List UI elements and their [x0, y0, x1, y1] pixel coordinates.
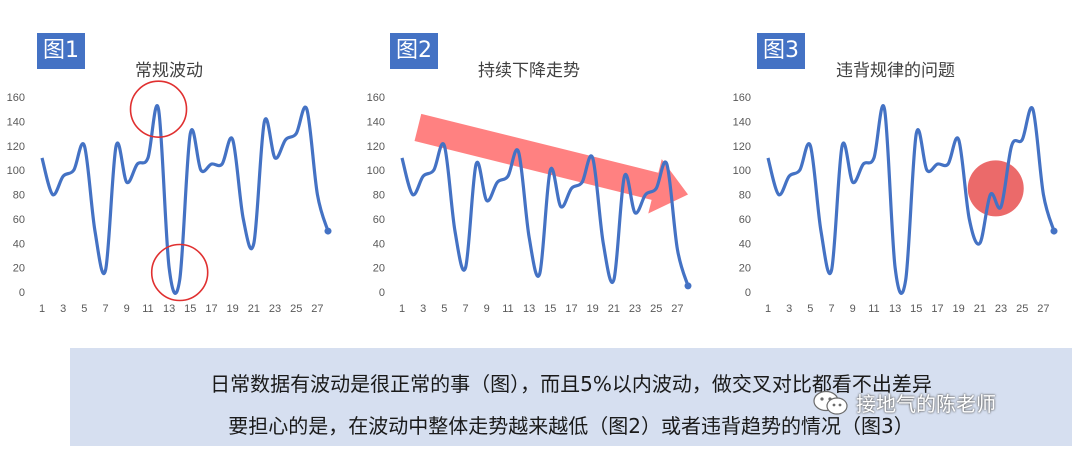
y-tick-label: 160: [7, 92, 25, 104]
x-tick-label: 27: [1037, 303, 1049, 315]
x-tick-label: 19: [953, 303, 965, 315]
chart-label: 图2: [390, 33, 438, 69]
x-tick-label: 9: [484, 303, 490, 315]
y-tick-label: 140: [7, 116, 25, 128]
y-tick-label: 140: [733, 116, 751, 128]
series-line: [40, 104, 330, 295]
x-tick-label: 9: [124, 303, 130, 315]
x-tick-label: 17: [931, 303, 943, 315]
x-tick-label: 25: [1016, 303, 1028, 315]
chart-panel-3: 图3 违背规律的问题 0 20 40 60 80 100 120 140 160 1 3 5 7 9 11 1…: [726, 0, 1078, 340]
x-tick-label: 3: [786, 303, 792, 315]
y-tick-label: 80: [13, 190, 25, 202]
x-tick-label: 17: [565, 303, 577, 315]
y-tick-label: 60: [739, 214, 751, 226]
x-tick-label: 13: [523, 303, 535, 315]
x-tick-label: 7: [462, 303, 468, 315]
chart-title: 常规波动: [135, 61, 203, 81]
y-tick-label: 100: [367, 165, 385, 177]
x-tick-label: 11: [502, 303, 513, 315]
highlight-circle: [967, 160, 1024, 217]
y-tick-label: 60: [373, 214, 385, 226]
data-point: [324, 227, 332, 235]
caption-box: 日常数据有波动是很正常的事（图），而且5%以内波动，做交叉对比都看不出差异 要担…: [70, 348, 1072, 446]
data-point: [1050, 227, 1058, 235]
x-tick-label: 7: [828, 303, 834, 315]
trend-arrow: [414, 113, 688, 214]
x-tick-label: 1: [399, 303, 405, 315]
chart-panel-1: 图1 常规波动 0 20 40 60 80 100 120 140 160 1 3 5 7 9 11 13 15…: [0, 0, 352, 340]
x-tick-label: 17: [205, 303, 217, 315]
y-tick-label: 120: [367, 141, 385, 153]
x-tick-label: 15: [910, 303, 922, 315]
x-tick-label: 27: [311, 303, 323, 315]
x-tick-label: 9: [850, 303, 856, 315]
caption-line-1: 日常数据有波动是很正常的事（图），而且5%以内波动，做交叉对比都看不出差异: [210, 372, 932, 396]
chart-panel-2: 图2 持续下降走势 0 20 40 60 80 100 120 140 160 1 3 5 7 9 11 13…: [360, 0, 712, 340]
chart-title: 持续下降走势: [478, 61, 580, 81]
y-tick-label: 20: [373, 263, 385, 275]
x-tick-label: 21: [608, 303, 620, 315]
x-tick-label: 25: [650, 303, 662, 315]
x-tick-label: 1: [39, 303, 45, 315]
x-tick-label: 27: [671, 303, 683, 315]
watermark: 接地气的陈老师: [812, 388, 996, 417]
x-tick-label: 13: [163, 303, 175, 315]
series-line: [400, 142, 690, 287]
y-tick-label: 100: [733, 165, 751, 177]
y-tick-label: 80: [739, 190, 751, 202]
y-tick-label: 140: [367, 116, 385, 128]
y-tick-label: 80: [373, 190, 385, 202]
series-line: [766, 104, 1056, 295]
x-tick-label: 15: [544, 303, 556, 315]
caption-line-2: 要担心的是，在波动中整体走势越来越低（图2）或者违背趋势的情况（图3）: [228, 414, 914, 438]
y-tick-label: 40: [373, 238, 385, 250]
chart-label: 图3: [757, 33, 805, 69]
x-tick-label: 11: [868, 303, 879, 315]
y-tick-label: 40: [739, 238, 751, 250]
y-tick-label: 100: [7, 165, 25, 177]
highlight-ring: [150, 243, 209, 302]
y-tick-label: 0: [745, 287, 751, 299]
x-tick-label: 3: [60, 303, 66, 315]
y-tick-label: 60: [13, 214, 25, 226]
x-tick-label: 5: [441, 303, 447, 315]
x-tick-label: 23: [629, 303, 641, 315]
y-tick-label: 120: [7, 141, 25, 153]
y-tick-label: 160: [733, 92, 751, 104]
y-tick-label: 120: [733, 141, 751, 153]
x-tick-label: 11: [142, 303, 153, 315]
x-tick-label: 21: [974, 303, 986, 315]
x-tick-label: 1: [765, 303, 771, 315]
x-tick-label: 25: [290, 303, 302, 315]
x-tick-label: 19: [227, 303, 239, 315]
y-tick-label: 0: [19, 287, 25, 299]
x-tick-label: 7: [102, 303, 108, 315]
y-tick-label: 40: [13, 238, 25, 250]
y-tick-label: 160: [367, 92, 385, 104]
x-tick-label: 5: [81, 303, 87, 315]
x-tick-label: 15: [184, 303, 196, 315]
x-tick-label: 23: [995, 303, 1007, 315]
watermark-text: 接地气的陈老师: [856, 392, 996, 416]
x-tick-label: 3: [420, 303, 426, 315]
x-tick-label: 21: [248, 303, 260, 315]
x-tick-label: 13: [889, 303, 901, 315]
data-point: [684, 282, 692, 290]
y-tick-label: 20: [739, 263, 751, 275]
chart-title: 违背规律的问题: [836, 61, 955, 81]
wechat-icon: [813, 390, 848, 415]
y-tick-label: 20: [13, 263, 25, 275]
chart-label: 图1: [37, 33, 85, 69]
x-tick-label: 23: [269, 303, 281, 315]
y-tick-label: 0: [379, 287, 385, 299]
highlight-ring: [129, 80, 188, 138]
x-tick-label: 19: [587, 303, 599, 315]
x-tick-label: 5: [807, 303, 813, 315]
